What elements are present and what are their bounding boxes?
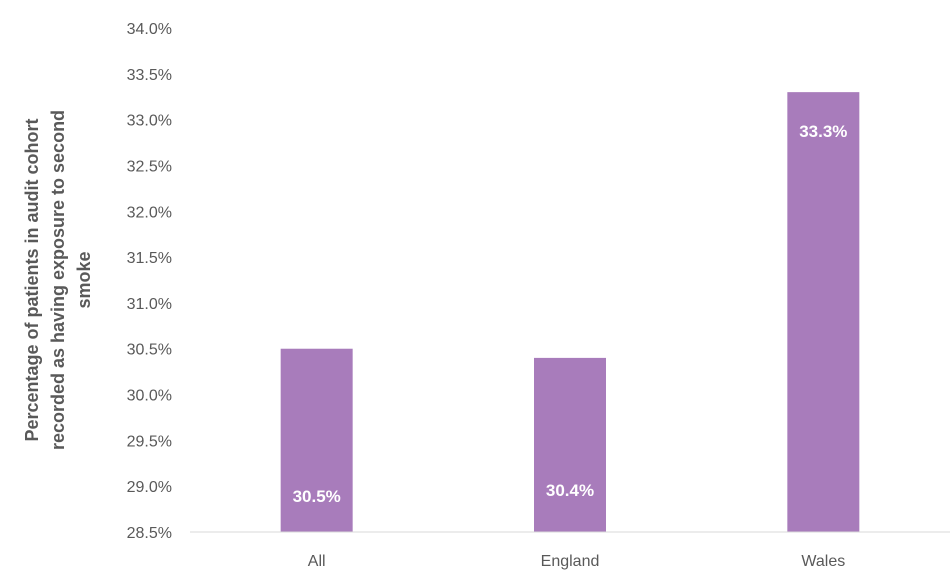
y-tick-label: 32.0% [127,204,172,221]
x-axis-categories: All England Wales [308,553,845,570]
bar [787,92,860,533]
y-tick-label: 29.0% [127,479,172,496]
data-labels: 30.5% 30.4% 33.3% [293,122,848,506]
y-tick-label: 28.5% [127,525,172,542]
y-tick-label: 31.5% [127,250,172,267]
x-category-label: All [308,553,326,570]
y-tick-label: 33.5% [127,67,172,84]
bar [280,348,353,532]
y-tick-label: 34.0% [127,21,172,38]
x-category-label: Wales [801,553,845,570]
y-axis-title: Percentage of patients in audit cohort re… [22,110,94,450]
y-axis-title-line: recorded as having exposure to second [48,110,68,450]
data-label: 30.4% [546,481,594,500]
y-tick-label: 32.5% [127,158,172,175]
data-label: 33.3% [799,122,847,141]
data-label: 30.5% [293,487,341,506]
bar [534,357,606,532]
y-axis-title-line: Percentage of patients in audit cohort [22,118,42,441]
y-tick-label: 33.0% [127,113,172,130]
y-axis-title-line: smoke [74,251,94,308]
y-axis-ticks: 28.5% 29.0% 29.5% 30.0% 30.5% 31.0% 31.5% 32.0%… [127,21,172,542]
y-tick-label: 30.0% [127,388,172,405]
y-tick-label: 30.5% [127,342,172,359]
x-category-label: England [541,553,600,570]
y-tick-label: 31.0% [127,296,172,313]
bars [280,92,860,533]
y-tick-label: 29.5% [127,433,172,450]
